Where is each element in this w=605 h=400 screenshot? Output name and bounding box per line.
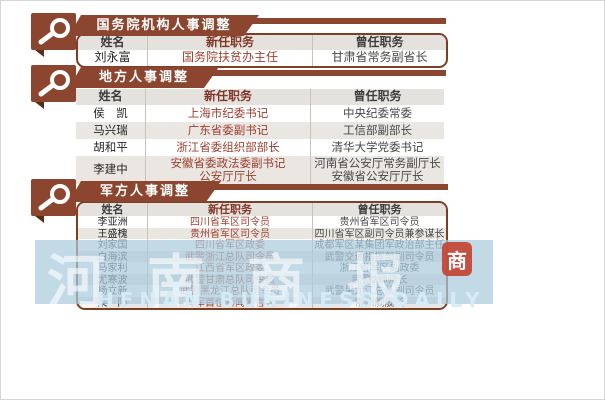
personnel-table-state-council: 姓名 新任职务 曾任职务 刘永富 国务院扶贫办主任 甘肃省常务副省长 xyxy=(76,33,448,68)
cell-former-position: 贵州省军区司令员 xyxy=(339,217,420,228)
cell-former-position: 河南省公安厅常务副厅长 安徽省公安厅厅长 xyxy=(314,156,441,183)
magnifier-glyph xyxy=(38,18,70,45)
section-banner-military: 军方人事调整 xyxy=(69,181,221,202)
table-row: 白海滨 武警浙江总队司令员 武警交通指挥部副司令员 xyxy=(78,250,446,264)
header-name: 姓名 xyxy=(78,203,148,218)
table-row: 刘永富 国务院扶贫办主任 甘肃省常务副省长 xyxy=(78,50,446,66)
header-former-position: 曾任职务 xyxy=(353,89,402,104)
cell-former-position: 工信部副部长 xyxy=(343,123,412,138)
cell-new-position: 国务院扶贫办主任 xyxy=(148,50,313,66)
header-former-position: 曾任职务 xyxy=(357,203,402,216)
table-row: 杨立新 武警黑龙江总队司令员 武警黑龙江总队副司令员 xyxy=(78,285,446,299)
cell-former-position: 清华大学党委书记 xyxy=(331,140,424,155)
table-row: 侯 凯上海市纪委书记 中央纪委常委 xyxy=(76,105,444,122)
table-body: 李亚洲 四川省军区司令员 贵州省军区司令员 王盛槐 贵州省军区司令员 四川省军区副司令员兼… xyxy=(78,216,446,308)
cell-new-position: 四川省军区司令员 xyxy=(148,216,313,230)
table-row: 梁 阳海军首位新闻发言人 常州舰舰长 xyxy=(78,296,446,309)
cell-new-position: 浙江省委组织部部长 xyxy=(146,139,311,156)
personnel-table-local: 姓名 新任职务 曾任职务 侯 凯上海市纪委书记 中央纪委常委马兴瑞 广东省委副书记 工… xyxy=(76,89,444,184)
header-name: 姓名 xyxy=(78,35,148,51)
cell-name: 王盛槐 xyxy=(78,227,148,241)
table-header-row: 姓名 新任职务 曾任职务 xyxy=(78,203,446,218)
cell-new-position: 上海市纪委书记 xyxy=(146,105,311,122)
cell-name: 马兴瑞 xyxy=(76,122,146,139)
banner-tail-line xyxy=(201,70,446,76)
header-name: 姓名 xyxy=(76,89,146,105)
banner-tail-line xyxy=(211,18,446,24)
header-new-position: 新任职务 xyxy=(146,89,311,105)
magnifier-icon xyxy=(31,13,76,57)
header-former-position: 曾任职务 xyxy=(355,35,404,49)
table-row: 李建中 安徽省委政法委副书记 公安厅厅长 河南省公安厅常务副厅长 安徽省公安厅厅长 xyxy=(76,156,444,184)
magnifier-glyph xyxy=(38,184,70,211)
header-new-position: 新任职务 xyxy=(148,203,313,218)
cell-name: 侯 凯 xyxy=(76,105,146,122)
table-row: 马兴瑞 广东省委副书记 工信部副部长 xyxy=(76,122,444,139)
cell-name: 胡和平 xyxy=(76,139,146,156)
cell-former-position: 常州舰舰长 xyxy=(354,297,405,309)
table-row: 李亚洲 四川省军区司令员 贵州省军区司令员 xyxy=(78,216,446,230)
cell-former-position: 四川省军区副司令员兼参谋长 xyxy=(314,228,445,240)
section-title: 国务院机构人事调整 xyxy=(96,18,232,33)
table-header-row: 姓名 新任职务 曾任职务 xyxy=(76,89,444,105)
cell-new-position: 贵州省军区司令员 xyxy=(148,227,313,241)
section-banner-state-council: 国务院机构人事调整 xyxy=(69,15,259,36)
cell-name: 李亚洲 xyxy=(78,216,148,230)
table-row: 马家利 江西省军区政委 浙江省军区副政委 xyxy=(78,262,446,276)
section-title: 军方人事调整 xyxy=(99,184,190,199)
cell-name: 李建中 xyxy=(76,156,146,184)
table-row: 王盛槐 贵州省军区司令员 四川省军区副司令员兼参谋长 xyxy=(78,227,446,241)
table-row: 尤寒波 武警甘肃总队司令员 武警2师师长 xyxy=(78,273,446,287)
cell-name: 梁 阳 xyxy=(78,296,148,308)
table-row: 胡和平 浙江省委组织部部长 清华大学党委书记 xyxy=(76,139,444,156)
cell-former-position: 甘肃省常务副省长 xyxy=(331,50,428,65)
personnel-table-military: 姓名 新任职务 曾任职务 李亚洲 四川省军区司令员 贵州省军区司令员 王盛槐 贵州省军区… xyxy=(76,201,448,310)
seal-character: 商 xyxy=(447,248,467,273)
table-header-row: 姓名 新任职务 曾任职务 xyxy=(78,35,446,51)
cell-new-position: 广东省委副书记 xyxy=(146,122,311,139)
banner-tail-line xyxy=(201,184,448,190)
section-title: 地方人事调整 xyxy=(98,70,189,85)
table-row: 刘家国 四川省军区政委 成都军区某集团军政治部主任 xyxy=(78,239,446,253)
cell-new-position: 海军首位新闻发言人 xyxy=(148,296,313,308)
header-new-position: 新任职务 xyxy=(148,35,313,51)
table-body: 侯 凯上海市纪委书记 中央纪委常委 马兴瑞 广东省委副书记 工信部副部长 胡和平 浙江省委组… xyxy=(76,105,444,184)
magnifier-icon xyxy=(31,65,76,109)
magnifier-icon xyxy=(31,179,76,223)
cell-new-position: 安徽省委政法委副书记 公安厅厅长 xyxy=(146,156,311,184)
magnifier-glyph xyxy=(38,70,70,97)
table-body: 刘永富 国务院扶贫办主任 甘肃省常务副省长 xyxy=(78,50,446,66)
cell-name: 刘永富 xyxy=(78,50,148,66)
section-banner-local: 地方人事调整 xyxy=(69,67,219,88)
cell-former-position: 中央纪委常委 xyxy=(343,106,412,121)
